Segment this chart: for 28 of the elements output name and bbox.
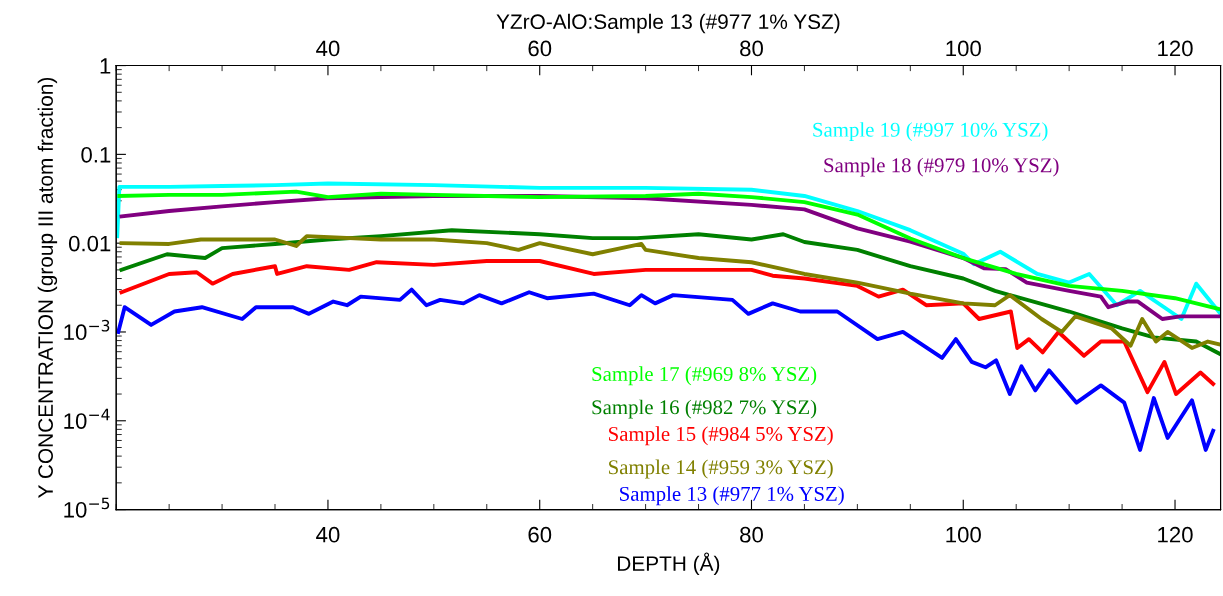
text: Sample 13 (#977 1% YSZ) — [620, 486, 844, 506]
x2-tick-label: 120 — [1158, 526, 1193, 543]
x2-tick-label: 100 — [946, 526, 981, 543]
y-axis-title: Y CONCENTRATION (group III atom fraction) — [37, 77, 58, 498]
y-tick-label: 1 — [100, 58, 111, 74]
x2-tick-label: 80 — [740, 526, 763, 543]
chart-title: YZrO-AlO:Sample 13 (#977 1% YSZ) — [496, 13, 840, 34]
x-tick-label: 60 — [528, 40, 552, 57]
y-tick-label: 0.1 — [81, 146, 111, 163]
text: Sample 14 (#959 3% YSZ) — [609, 459, 833, 479]
y-tick-label: 10$^{−4}$ — [64, 408, 110, 429]
line-series — [119, 259, 1216, 396]
x-tick-label: 100 — [946, 40, 981, 57]
x-tick-label: 80 — [740, 40, 763, 57]
x-tick-label: 120 — [1158, 40, 1193, 57]
x2-tick-label: 60 — [528, 526, 552, 543]
x-axis-title: DEPTH (Å) — [618, 552, 720, 576]
text: Sample 17 (#969 8% YSZ) — [592, 366, 817, 386]
y-tick-label: 10$^{−5}$ — [64, 497, 110, 518]
line-series — [116, 287, 1216, 452]
y-tick-label: 0.01 — [68, 235, 111, 252]
x-tick-label: 40 — [316, 40, 340, 57]
y-tick-label: 10$^{−3}$ — [64, 319, 110, 341]
x2-tick-label: 40 — [316, 526, 340, 543]
text: Sample 19 (#997 10% YSZ) — [813, 122, 1048, 142]
text: Sample 16 (#982 7% YSZ) — [592, 399, 817, 419]
text: Sample 15 (#984 5% YSZ) — [609, 426, 833, 446]
series-label: Sample 18 (#979 10% YSZ) — [824, 157, 1059, 177]
